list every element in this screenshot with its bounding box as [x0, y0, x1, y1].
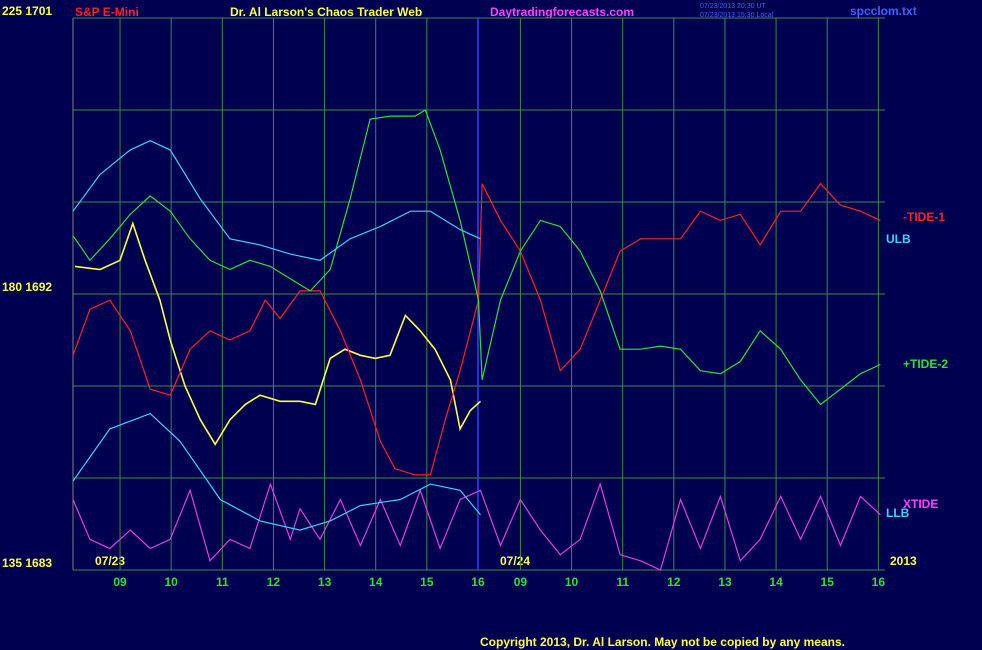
x-tick-label: 16	[471, 575, 485, 589]
timestamp: 07/23/2013 20:30 UT	[700, 3, 766, 10]
x-tick-label: 10	[565, 575, 579, 589]
legend-label: -TIDE-1	[903, 210, 945, 224]
date-label: 07/24	[500, 554, 530, 568]
x-tick-label: 09	[113, 575, 127, 589]
x-tick-label: 13	[318, 575, 332, 589]
series-line	[72, 182, 881, 476]
legend-label: +TIDE-2	[903, 357, 948, 371]
x-tick-label: 14	[369, 575, 383, 589]
series-line	[72, 412, 481, 531]
x-tick-label: 14	[769, 575, 783, 589]
date-label: 2013	[890, 554, 917, 568]
legend-label: LLB	[886, 506, 910, 520]
series-line	[72, 109, 881, 406]
timestamp: 07/23/2013 15:30 Local	[700, 12, 774, 19]
x-tick-label: 16	[872, 575, 886, 589]
y-tick-label: 225 1701	[2, 4, 52, 18]
x-tick-label: 11	[216, 575, 229, 589]
x-tick-label: 12	[267, 575, 281, 589]
legend-label: ULB	[886, 232, 911, 246]
series-line	[72, 140, 481, 261]
x-tick-label: 15	[420, 575, 434, 589]
series-line	[74, 221, 482, 446]
file-name: spcclom.txt	[850, 4, 917, 18]
x-tick-label: 10	[164, 575, 178, 589]
x-tick-label: 09	[514, 575, 528, 589]
chart-title: S&P E-Mini	[75, 5, 139, 19]
series-line	[72, 482, 881, 571]
site-title: Dr. Al Larson's Chaos Trader Web	[230, 5, 422, 19]
legend-label: XTIDE	[903, 497, 938, 511]
x-tick-label: 11	[616, 575, 629, 589]
copyright: Copyright 2013, Dr. Al Larson. May not b…	[480, 635, 845, 649]
y-tick-label: 135 1683	[2, 556, 52, 570]
x-tick-label: 13	[718, 575, 732, 589]
date-label: 07/23	[95, 554, 125, 568]
x-tick-label: 15	[821, 575, 835, 589]
y-tick-label: 180 1692	[2, 280, 52, 294]
x-tick-label: 12	[667, 575, 681, 589]
site-url: Daytradingforecasts.com	[490, 5, 634, 19]
